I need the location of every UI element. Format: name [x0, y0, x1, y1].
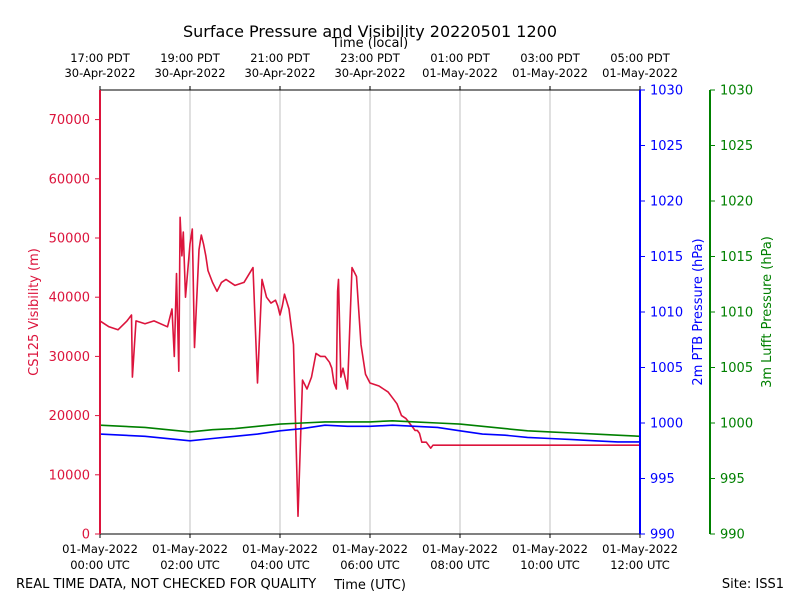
footer-site-label: Site: ISS1: [722, 577, 784, 592]
y-left-axis-label: CS125 Visibility (m): [27, 248, 42, 376]
y-right-tick-label: 1030: [650, 84, 683, 99]
x-tick-label-local-time: 01:00 PDT: [430, 51, 491, 65]
y-right2-tick-label: 1005: [720, 361, 753, 376]
x-tick-label-utc-date: 01-May-2022: [62, 542, 138, 556]
y-left-tick-label: 10000: [49, 468, 90, 483]
series-line-2m-ptb-pressure: [99, 424, 640, 443]
y-left-tick-label: 20000: [49, 409, 90, 424]
y-right-tick-label: 1005: [650, 361, 683, 376]
y-right2-tick-label: 1010: [720, 306, 753, 321]
x-tick-label-utc-date: 01-May-2022: [242, 542, 318, 556]
y-right-tick-label: 990: [650, 528, 675, 543]
x-tick-label-local-date: 30-Apr-2022: [334, 66, 405, 80]
x-tick-label-local-date: 30-Apr-2022: [64, 66, 135, 80]
y-right2-tick-label: 990: [720, 528, 745, 543]
x-tick-label-local-time: 23:00 PDT: [340, 51, 401, 65]
y-right2-tick-label: 1030: [720, 84, 753, 99]
x-tick-label-local-time: 19:00 PDT: [160, 51, 221, 65]
x-tick-label-local-time: 21:00 PDT: [250, 51, 311, 65]
x-tick-label-utc-date: 01-May-2022: [152, 542, 228, 556]
y-right-tick-label: 1020: [650, 195, 683, 210]
x-tick-label-utc-time: 10:00 UTC: [520, 558, 580, 572]
y-right-tick-label: 1025: [650, 139, 683, 154]
chart-title: Surface Pressure and Visibility 20220501…: [183, 22, 557, 41]
x-tick-label-utc-time: 04:00 UTC: [250, 558, 310, 572]
x-tick-label-utc-date: 01-May-2022: [422, 542, 498, 556]
x-tick-label-local-date: 30-Apr-2022: [154, 66, 225, 80]
x-tick-label-utc-time: 08:00 UTC: [430, 558, 490, 572]
series-line-3m-lufft-pressure: [99, 419, 641, 438]
y-left-tick-label: 30000: [49, 350, 90, 365]
y-left-tick-label: 60000: [49, 172, 90, 187]
top-axis-label: Time (local): [331, 36, 408, 51]
y-right-tick-label: 1010: [650, 306, 683, 321]
footer-quality-note: REAL TIME DATA, NOT CHECKED FOR QUALITY: [16, 577, 316, 592]
y-left-tick-label: 0: [82, 528, 90, 543]
x-tick-label-utc-date: 01-May-2022: [512, 542, 588, 556]
x-tick-label-local-date: 01-May-2022: [602, 66, 678, 80]
x-tick-label-local-time: 17:00 PDT: [70, 51, 131, 65]
x-tick-label-utc-time: 02:00 UTC: [160, 558, 220, 572]
x-tick-label-utc-time: 12:00 UTC: [610, 558, 670, 572]
x-tick-label-local-time: 03:00 PDT: [520, 51, 581, 65]
y-left-tick-label: 50000: [49, 232, 90, 247]
y-right2-tick-label: 1015: [720, 250, 753, 265]
x-tick-label-utc-time: 00:00 UTC: [70, 558, 130, 572]
x-tick-label-utc-date: 01-May-2022: [332, 542, 408, 556]
y-right2-tick-label: 1020: [720, 195, 753, 210]
y-right2-tick-label: 995: [720, 472, 745, 487]
bottom-axis-label: Time (UTC): [333, 578, 406, 593]
y-right2-tick-label: 1000: [720, 417, 753, 432]
x-tick-label-utc-date: 01-May-2022: [602, 542, 678, 556]
x-tick-label-local-date: 30-Apr-2022: [244, 66, 315, 80]
series-line-cs125-visibility: [99, 216, 640, 518]
x-tick-label-utc-time: 06:00 UTC: [340, 558, 400, 572]
y-left-tick-label: 70000: [49, 113, 90, 128]
y-left-tick-label: 40000: [49, 291, 90, 306]
y-right-tick-label: 995: [650, 472, 675, 487]
y-right-tick-label: 1000: [650, 417, 683, 432]
y-right2-axis-label: 3m Lufft Pressure (hPa): [760, 236, 775, 388]
x-tick-label-local-date: 01-May-2022: [512, 66, 588, 80]
x-tick-label-local-time: 05:00 PDT: [610, 51, 671, 65]
y-right2-tick-label: 1025: [720, 139, 753, 154]
y-right-tick-label: 1015: [650, 250, 683, 265]
x-tick-label-local-date: 01-May-2022: [422, 66, 498, 80]
y-right-axis-label: 2m PTB Pressure (hPa): [691, 238, 706, 385]
